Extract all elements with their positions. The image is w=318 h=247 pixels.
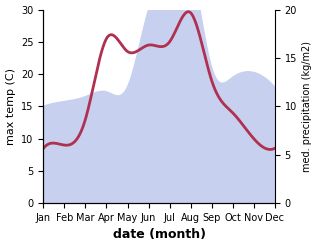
X-axis label: date (month): date (month) — [113, 228, 205, 242]
Y-axis label: med. precipitation (kg/m2): med. precipitation (kg/m2) — [302, 41, 313, 172]
Y-axis label: max temp (C): max temp (C) — [5, 68, 16, 145]
